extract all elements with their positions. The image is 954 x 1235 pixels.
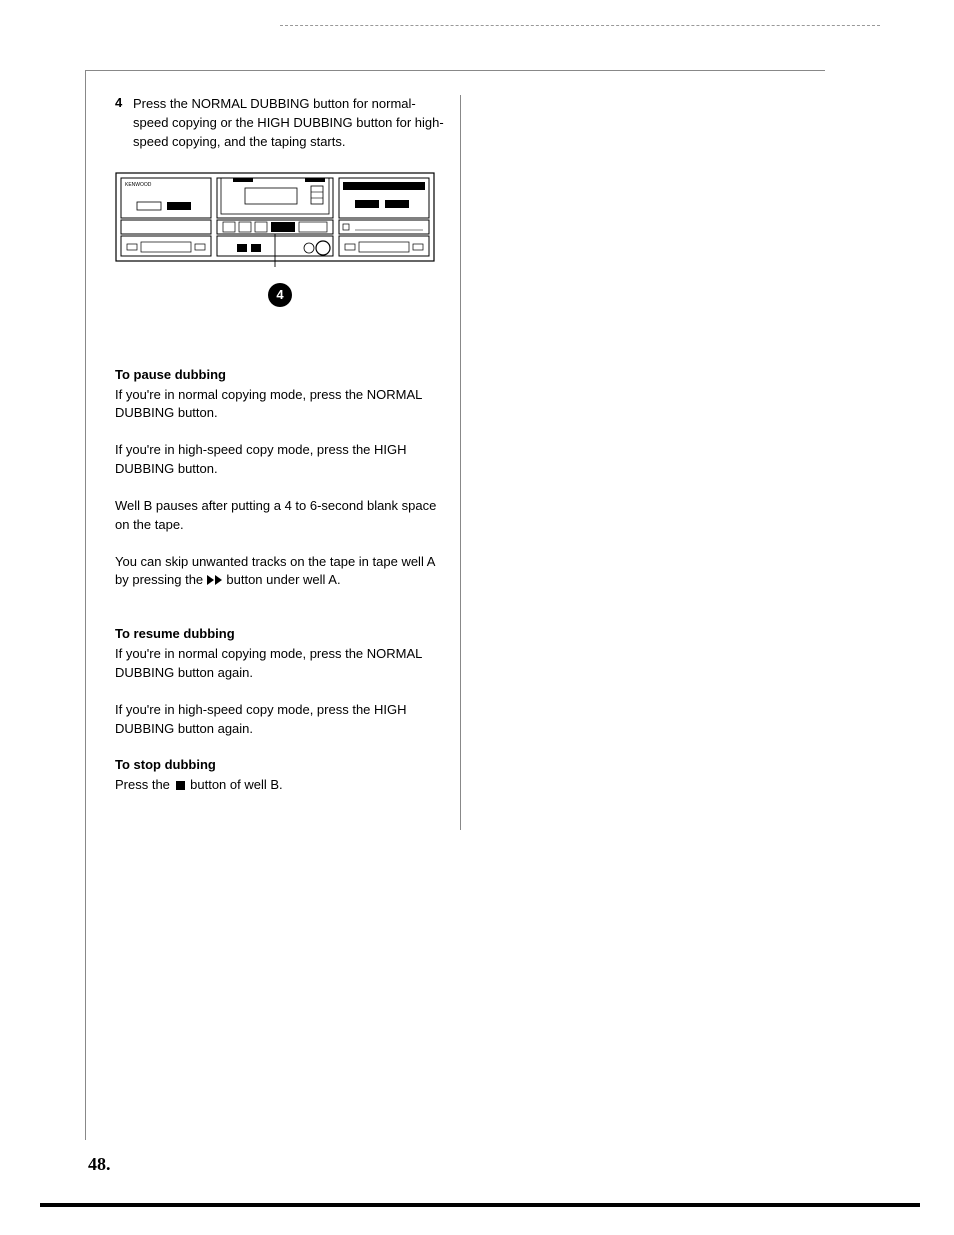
stop-icon bbox=[176, 781, 185, 790]
pause-heading: To pause dubbing bbox=[115, 367, 445, 382]
step-text: Press the NORMAL DUBBING button for norm… bbox=[133, 95, 445, 152]
callout-circle-4: 4 bbox=[268, 283, 292, 307]
stereo-system-illustration: KENWOOD bbox=[115, 172, 435, 267]
callout-number: 4 bbox=[276, 287, 283, 302]
brand-text: KENWOOD bbox=[125, 182, 152, 188]
resume-p1: If you're in normal copying mode, press … bbox=[115, 645, 445, 683]
stop-p1-after: button of well B. bbox=[187, 777, 283, 792]
stop-p1-before: Press the bbox=[115, 777, 174, 792]
fast-forward-icon bbox=[207, 572, 223, 591]
resume-p2: If you're in high-speed copy mode, press… bbox=[115, 701, 445, 739]
stop-p1: Press the button of well B. bbox=[115, 776, 445, 795]
pause-p3: Well B pauses after putting a 4 to 6-sec… bbox=[115, 497, 445, 535]
page-number: 48. bbox=[88, 1154, 111, 1175]
equipment-diagram: KENWOOD bbox=[115, 172, 435, 272]
pause-p1: If you're in normal copying mode, press … bbox=[115, 386, 445, 424]
bottom-rule bbox=[40, 1203, 920, 1207]
pause-p4: You can skip unwanted tracks on the tape… bbox=[115, 553, 445, 591]
stop-heading: To stop dubbing bbox=[115, 757, 445, 772]
top-dashed-rule bbox=[280, 25, 880, 26]
step-4-row: 4 Press the NORMAL DUBBING button for no… bbox=[115, 95, 445, 152]
pause-p4-after: button under well A. bbox=[223, 572, 341, 587]
resume-heading: To resume dubbing bbox=[115, 626, 445, 641]
column-divider bbox=[460, 95, 461, 830]
main-content-column: 4 Press the NORMAL DUBBING button for no… bbox=[115, 95, 445, 813]
pause-p2: If you're in high-speed copy mode, press… bbox=[115, 441, 445, 479]
diagram-callout: 4 bbox=[115, 283, 445, 307]
step-number: 4 bbox=[115, 95, 133, 152]
